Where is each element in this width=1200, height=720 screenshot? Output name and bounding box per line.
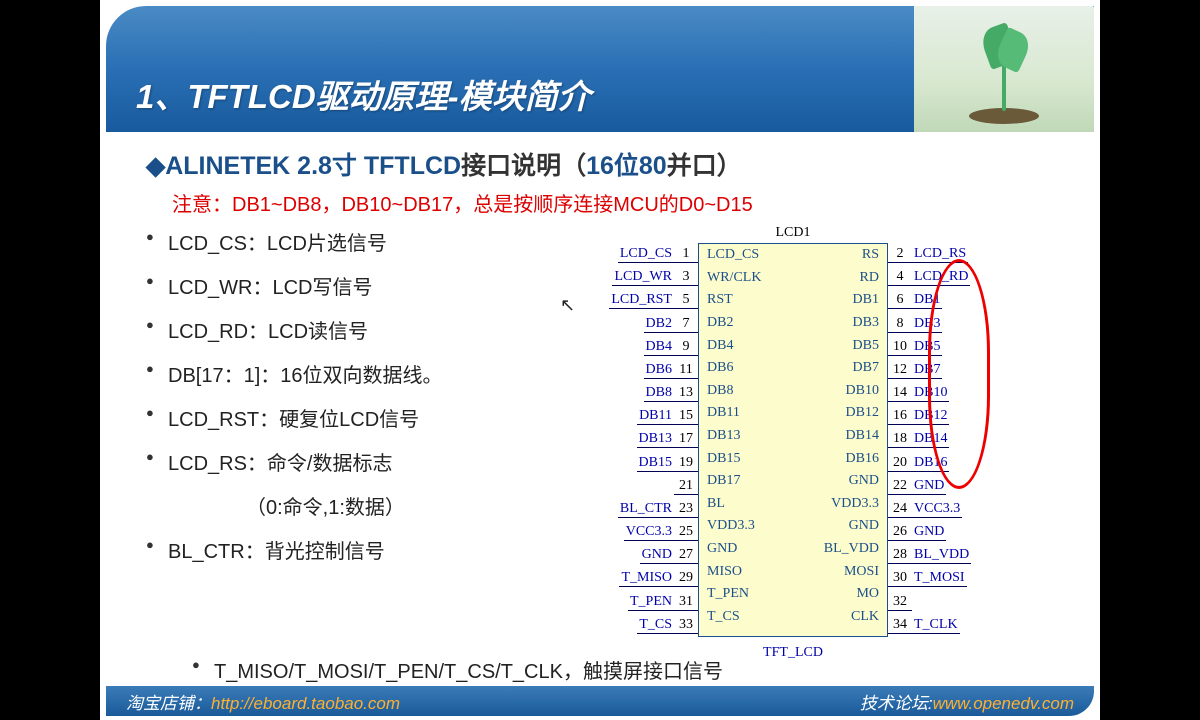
chip-inner-row: VDD3.3GND: [699, 515, 887, 538]
chip-inner-row: DB6DB7: [699, 357, 887, 380]
subtitle-tail: 并口）: [667, 152, 742, 180]
pin-left: LCD_CS1: [538, 243, 698, 266]
chip-inner-row: GNDBL_VDD: [699, 538, 887, 561]
chip-inner-row: RSTDB1: [699, 289, 887, 312]
pin-right: 32: [888, 591, 1048, 614]
pin-left: DB49: [538, 336, 698, 359]
list-item: LCD_RST：硬复位LCD信号: [146, 403, 526, 432]
pin-left: DB1519: [538, 452, 698, 475]
chip-inner-row: DB15DB16: [699, 447, 887, 470]
chip-inner-row: DB17GND: [699, 470, 887, 493]
chip-inner-row: DB2DB3: [699, 312, 887, 335]
chip-inner-row: DB8DB10: [699, 380, 887, 403]
chip-inner-row: DB11DB12: [699, 402, 887, 425]
slide-header: 1、TFTLCD驱动原理-模块简介: [106, 6, 1094, 132]
chip-inner-row: BLVDD3.3: [699, 493, 887, 516]
chip-inner-row: DB4DB5: [699, 334, 887, 357]
forum-url: www.openedv.com: [933, 694, 1074, 713]
slide-footer: 淘宝店铺：http://eboard.taobao.com 技术论坛:www.o…: [106, 686, 1094, 716]
pin-left: DB611: [538, 359, 698, 382]
pin-right: 20DB16: [888, 452, 1048, 475]
pin-right: 34T_CLK: [888, 614, 1048, 637]
pin-left: GND27: [538, 544, 698, 567]
cursor-icon: ↖: [560, 295, 575, 316]
pin-right: 22GND: [888, 475, 1048, 498]
pin-left: DB1317: [538, 428, 698, 451]
pin-right: 14DB10: [888, 382, 1048, 405]
diamond-icon: ◆: [146, 152, 165, 180]
chip-diagram: LCD1 LCD_CSRSWR/CLKRDRSTDB1DB2DB3DB4DB5D…: [538, 227, 1048, 657]
subtitle-bits: 16位80: [586, 152, 667, 180]
forum-label: 技术论坛:: [860, 694, 933, 713]
shop-label: 淘宝店铺：: [126, 694, 211, 713]
pin-left: DB813: [538, 382, 698, 405]
chip-inner-row: WR/CLKRD: [699, 267, 887, 290]
pin-right: 6DB1: [888, 289, 1048, 312]
chip-inner-row: T_CSCLK: [699, 606, 887, 629]
pin-left: T_PEN31: [538, 591, 698, 614]
content-area: ◆ALINETEK 2.8寸 TFTLCD接口说明（16位80并口） 注意：DB…: [100, 132, 1100, 684]
pin-left: LCD_WR3: [538, 266, 698, 289]
list-item: T_MISO/T_MOSI/T_PEN/T_CS/T_CLK，触摸屏接口信号: [146, 655, 1080, 684]
pin-right: 8DB3: [888, 313, 1048, 336]
pin-left: T_MISO29: [538, 567, 698, 590]
pin-right: 2LCD_RS: [888, 243, 1048, 266]
pin-right: 26GND: [888, 521, 1048, 544]
list-item: DB[17：1]：16位双向数据线。: [146, 359, 526, 388]
list-item: LCD_CS：LCD片选信号: [146, 227, 526, 256]
warning-note: 注意：DB1~DB8，DB10~DB17，总是按顺序连接MCU的D0~D15: [172, 188, 1080, 217]
header-plant-image: [914, 6, 1094, 132]
chip-inner-row: MISOMOSI: [699, 560, 887, 583]
chip-body: LCD_CSRSWR/CLKRDRSTDB1DB2DB3DB4DB5DB6DB7…: [698, 243, 888, 637]
pin-left: T_CS33: [538, 614, 698, 637]
pin-left: VCC3.325: [538, 521, 698, 544]
pin-right: 10DB5: [888, 336, 1048, 359]
pin-right: 12DB7: [888, 359, 1048, 382]
shop-url: http://eboard.taobao.com: [211, 694, 400, 713]
list-item: LCD_WR：LCD写信号: [146, 271, 526, 300]
pin-right: 18DB14: [888, 428, 1048, 451]
signal-list: LCD_CS：LCD片选信号 LCD_WR：LCD写信号 LCD_RD：LCD读…: [146, 227, 526, 657]
pin-right: 30T_MOSI: [888, 567, 1048, 590]
chip-top-label: LCD1: [776, 225, 811, 241]
list-item: LCD_RS：命令/数据标志: [146, 447, 526, 476]
subtitle-rest: 接口说明（: [461, 152, 586, 180]
chip-inner-row: LCD_CSRS: [699, 244, 887, 267]
subtitle: ◆ALINETEK 2.8寸 TFTLCD接口说明（16位80并口）: [146, 146, 1080, 182]
pin-left: DB1115: [538, 405, 698, 428]
pin-left: BL_CTR23: [538, 498, 698, 521]
pin-left: 21: [538, 475, 698, 498]
chip-inner-row: T_PENMO: [699, 583, 887, 606]
list-item: LCD_RD：LCD读信号: [146, 315, 526, 344]
slide-title: 1、TFTLCD驱动原理-模块简介: [136, 70, 591, 118]
pin-right: 24VCC3.3: [888, 498, 1048, 521]
pin-right: 16DB12: [888, 405, 1048, 428]
list-item: BL_CTR：背光控制信号: [146, 535, 526, 564]
subtitle-brand: ALINETEK 2.8寸 TFTLCD: [165, 152, 461, 180]
slide: 1、TFTLCD驱动原理-模块简介 ◆ALINETEK 2.8寸 TFTLCD接…: [100, 0, 1100, 720]
chip-inner-row: DB13DB14: [699, 425, 887, 448]
pin-right: 4LCD_RD: [888, 266, 1048, 289]
pin-right: 28BL_VDD: [888, 544, 1048, 567]
list-item: （0:命令,1:数据）: [146, 491, 526, 520]
